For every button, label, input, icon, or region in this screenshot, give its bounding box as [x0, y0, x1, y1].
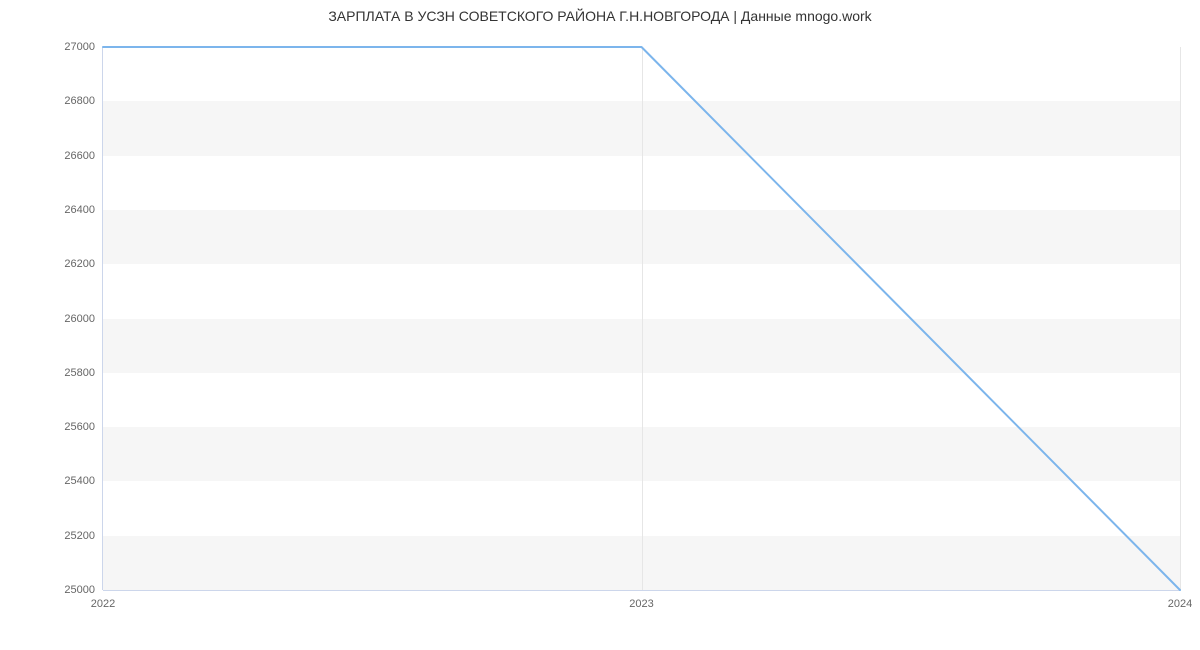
y-tick-label: 27000 — [64, 41, 95, 53]
y-tick-label: 25400 — [64, 475, 95, 487]
y-tick-label: 25000 — [64, 584, 95, 596]
chart-title: ЗАРПЛАТА В УСЗН СОВЕТСКОГО РАЙОНА Г.Н.НО… — [0, 8, 1200, 24]
series-layer — [103, 47, 1180, 590]
y-tick-label: 26200 — [64, 258, 95, 270]
salary-line-chart: ЗАРПЛАТА В УСЗН СОВЕТСКОГО РАЙОНА Г.Н.НО… — [0, 0, 1200, 650]
plot-area: 2500025200254002560025800260002620026400… — [103, 47, 1180, 590]
x-gridline — [1180, 47, 1181, 590]
x-tick-label: 2022 — [91, 598, 115, 610]
y-tick-label: 26400 — [64, 204, 95, 216]
y-tick-label: 26000 — [64, 313, 95, 325]
x-tick-label: 2024 — [1168, 598, 1192, 610]
x-axis-line — [103, 590, 1180, 591]
y-tick-label: 25800 — [64, 367, 95, 379]
y-tick-label: 25600 — [64, 421, 95, 433]
y-tick-label: 26600 — [64, 150, 95, 162]
y-tick-label: 26800 — [64, 95, 95, 107]
series-salary — [103, 47, 1180, 590]
y-tick-label: 25200 — [64, 530, 95, 542]
x-tick-label: 2023 — [629, 598, 653, 610]
